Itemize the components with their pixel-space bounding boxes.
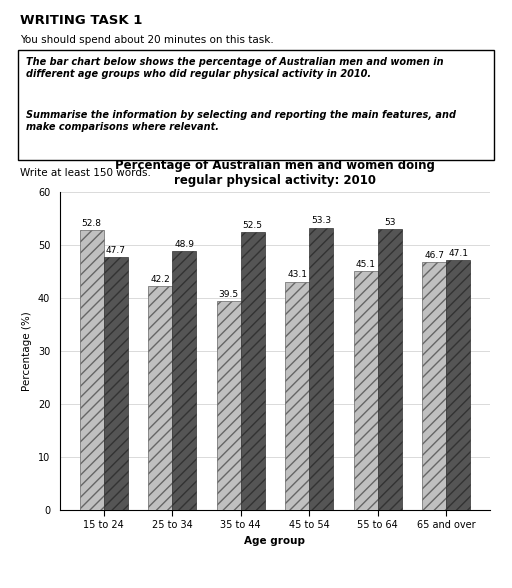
Bar — [378, 229, 402, 510]
Bar — [241, 232, 265, 510]
Text: 42.2: 42.2 — [150, 275, 170, 284]
Bar — [172, 251, 196, 510]
Text: 52.5: 52.5 — [243, 220, 263, 230]
Text: Write at least 150 words.: Write at least 150 words. — [20, 168, 152, 178]
Bar — [103, 257, 127, 510]
Bar — [285, 282, 309, 510]
Bar — [79, 230, 103, 510]
Text: 39.5: 39.5 — [219, 289, 239, 299]
Text: 43.1: 43.1 — [287, 270, 307, 279]
Text: 52.8: 52.8 — [81, 219, 101, 228]
Bar — [422, 262, 446, 510]
Y-axis label: Percentage (%): Percentage (%) — [23, 311, 32, 391]
Title: Percentage of Australian men and women doing
regular physical activity: 2010: Percentage of Australian men and women d… — [115, 159, 435, 186]
Text: 47.1: 47.1 — [449, 249, 468, 258]
Text: 48.9: 48.9 — [174, 240, 194, 249]
Text: 46.7: 46.7 — [424, 251, 444, 260]
Bar — [446, 260, 471, 510]
Bar — [354, 271, 378, 510]
Text: The bar chart below shows the percentage of Australian men and women in
differen: The bar chart below shows the percentage… — [26, 57, 443, 79]
Text: Summarise the information by selecting and reporting the main features, and
make: Summarise the information by selecting a… — [26, 110, 456, 132]
Text: 53: 53 — [384, 218, 396, 227]
Text: 53.3: 53.3 — [311, 216, 331, 225]
Bar — [148, 286, 172, 510]
X-axis label: Age group: Age group — [245, 536, 306, 546]
Text: 47.7: 47.7 — [105, 246, 125, 255]
Bar — [309, 228, 333, 510]
Bar — [217, 300, 241, 510]
Text: You should spend about 20 minutes on this task.: You should spend about 20 minutes on thi… — [20, 35, 274, 45]
Text: 45.1: 45.1 — [356, 260, 376, 269]
Text: WRITING TASK 1: WRITING TASK 1 — [20, 14, 143, 27]
